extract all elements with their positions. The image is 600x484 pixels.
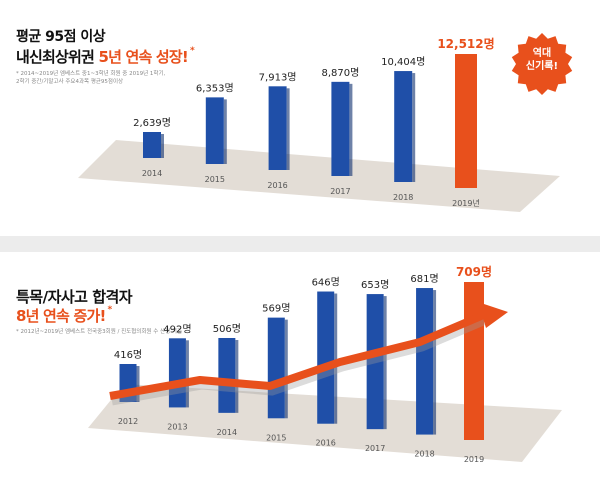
bar-side [235,339,239,413]
asterisk-mark: * [107,305,113,315]
category-label-2019: 2019 [464,455,484,464]
bar-2014 [218,337,236,413]
category-label-2012: 2012 [118,417,138,426]
trend-arrow-shadow [111,314,490,406]
bar-side [286,88,290,170]
trend-arrow-head [478,302,508,328]
chart-floor [78,140,560,212]
bar-side [349,83,353,176]
category-label-2015: 2015 [266,433,286,442]
bar-chart-bottom: 416명 2012 492명 2013 506명 2014 569명 2015 646명 2016… [88,265,562,464]
bar-side [412,73,416,182]
bar-side [136,366,140,402]
bar-side [433,290,437,435]
bar-side [185,340,189,408]
value-label-2017: 8,870명 [321,67,359,79]
footnote-line2: 2학기 중간/기말고사 주요4과목 평균95점이상 [16,79,124,85]
bar-2017 [366,294,384,430]
asterisk-mark: * [189,46,195,56]
category-label-2016: 2016 [267,181,287,190]
value-label-2013: 492명 [163,323,191,335]
bar-2014 [143,132,161,158]
category-label-2017: 2017 [330,187,350,196]
category-label-2014: 2014 [217,428,237,437]
category-label-2017: 2017 [365,444,385,453]
category-label-2016: 2016 [316,439,336,448]
value-label-2014: 506명 [213,323,241,335]
chart-title-line1: 특목/자사고 합격자 [16,288,133,306]
category-label-2014: 2014 [142,169,162,178]
badge-line2: 신기록! [525,61,559,72]
chart-title-line2: 8년 연속 증가! * [16,305,113,326]
chart-title-line2: 내신최상위권 5년 연속 성장! * [16,46,195,67]
bar-2015 [267,317,285,419]
bar-2017 [331,81,350,176]
section-divider [0,236,600,252]
bar-2016 [317,291,335,424]
value-label-2017: 653명 [361,279,389,291]
badge-line1: 역대 [532,48,552,59]
value-label-2015: 6,353명 [196,82,234,94]
bar-side [284,319,288,419]
chart-panel-bottom: 특목/자사고 합격자 8년 연속 증가! * * 2012년~2019년 엠베스트… [0,252,600,484]
chart-footnote: * 2014~2019년 엠베스트 중1~3학년 회원 중 2019년 1학기,… [16,70,165,86]
record-badge-text: 역대 신기록! [510,47,574,73]
trend-arrow-line [109,310,488,400]
bar-2018 [394,71,413,182]
category-label-2015: 2015 [205,175,225,184]
bar-side [334,293,338,424]
value-label-2012: 416명 [114,349,142,361]
value-label-2014: 2,639명 [133,117,171,129]
bar-2019년 [455,54,477,188]
value-label-2019년: 12,512명 [437,37,494,51]
chart-panel-top: 평균 95점 이상 내신최상위권 5년 연속 성장! * * 2014~2019년… [0,0,600,236]
bar-2013 [168,338,186,408]
value-label-2015: 569명 [262,303,290,315]
category-label-2019년: 2019년 [452,198,480,208]
value-label-2016: 7,913명 [259,71,297,83]
value-label-2019: 709명 [456,265,492,279]
chart-title-plain: 내신최상위권 [16,48,99,66]
category-label-2018: 2018 [393,193,413,202]
chart-title-accent: 5년 연속 성장! [98,48,188,66]
bar-2018 [416,288,434,435]
chart-title-line1: 평균 95점 이상 [16,29,106,45]
bar-side [383,296,387,430]
record-badge [511,33,573,95]
footnote-line1: * 2014~2019년 엠베스트 중1~3학년 회원 중 2019년 1학기, [16,71,166,77]
bar-side [161,134,164,158]
value-label-2018: 681명 [410,273,438,285]
value-label-2016: 646명 [312,277,340,289]
bar-2016 [268,86,287,170]
bar-chart-top: 2,639명 2014 6,353명 2015 7,913명 2016 8,870명 2017… [78,37,560,212]
chart-title-accent: 8년 연속 증가! [16,307,106,325]
chart-footnote: * 2012년~2019년 엠베스트 전국중3회원 / 진도협의회원 수 산정 … [16,329,183,335]
bar-side [223,99,227,164]
category-label-2013: 2013 [167,422,187,431]
value-label-2018: 10,404명 [381,56,425,68]
category-label-2018: 2018 [414,450,434,459]
bar-2015 [205,97,224,164]
